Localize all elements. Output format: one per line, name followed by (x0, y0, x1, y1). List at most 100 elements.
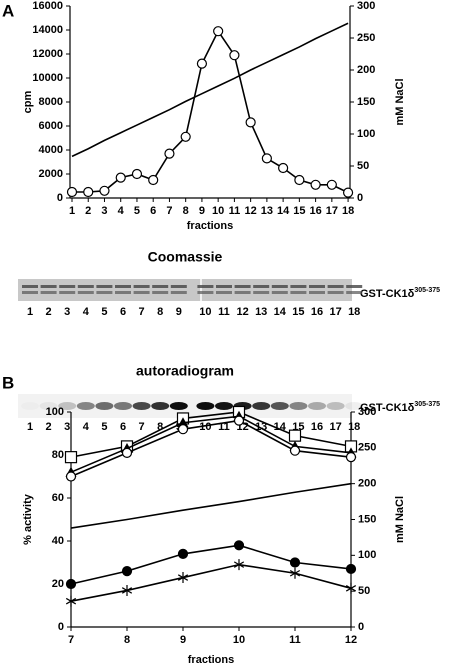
gel-band (216, 291, 232, 294)
protein: GST-CK1δ (360, 402, 415, 414)
panel-label: A (2, 1, 14, 20)
data-point (177, 424, 189, 435)
y-tick-label: 12000 (32, 48, 63, 60)
y-tick-label: 0 (57, 192, 63, 204)
gel-band (290, 291, 307, 294)
gel-band (96, 285, 113, 288)
gel-band (115, 285, 131, 288)
gel-band (271, 285, 288, 288)
y2-axis-title: mM NaCl (394, 78, 406, 125)
data-point (121, 447, 133, 458)
gel-band (270, 402, 289, 410)
y2-tick-label: 200 (357, 64, 375, 76)
lane-label: 6 (120, 421, 126, 433)
y2-tick-label: 50 (357, 160, 369, 172)
gel-title: Coomassie (148, 249, 223, 265)
x-tick-label: 10 (233, 634, 245, 646)
data-point (177, 417, 189, 428)
x-tick-label: 11 (289, 634, 301, 646)
gel-protein-label: GST-CK1δ305-375 (360, 287, 440, 300)
x-tick-label: 13 (261, 205, 273, 217)
gel-band (96, 291, 113, 294)
y-tick-label: 10000 (32, 72, 63, 84)
lane-label: 7 (139, 421, 145, 433)
lane-label: 11 (218, 306, 230, 318)
data-point (196, 58, 208, 69)
x-tick-label: 4 (118, 205, 125, 217)
lane-label: 16 (311, 421, 323, 433)
gel-band (114, 402, 132, 410)
gel-band (58, 402, 77, 410)
y-tick-label: 16000 (32, 0, 63, 12)
y-tick-label: 40 (52, 535, 64, 547)
y-tick-label: 2000 (39, 168, 63, 180)
lane-label: 18 (348, 306, 360, 318)
lane-label: 12 (236, 306, 248, 318)
y-tick-label: 0 (58, 621, 64, 633)
lane-label: 14 (274, 306, 287, 318)
data-point (131, 168, 143, 180)
lane-label: 3 (64, 306, 70, 318)
x-tick-label: 8 (124, 634, 130, 646)
series-line (70, 482, 352, 529)
lane-label: 5 (101, 421, 107, 433)
lane-label: 15 (292, 306, 304, 318)
gel-band (234, 291, 251, 294)
gel-band (327, 291, 344, 294)
x-tick-label: 7 (166, 205, 172, 217)
y2-tick-label: 100 (358, 549, 376, 561)
lane-label: 16 (311, 306, 323, 318)
gel-band (290, 285, 307, 288)
y2-tick-label: 100 (357, 128, 375, 140)
data-point (121, 565, 133, 577)
x-tick-label: 15 (293, 205, 305, 217)
gel-band (22, 285, 38, 288)
lane-label: 1 (27, 306, 33, 318)
lane-label: 3 (64, 421, 70, 433)
gel-band (345, 402, 364, 410)
data-point (180, 131, 191, 142)
gel-band (327, 285, 344, 288)
gel-band (152, 291, 169, 294)
x-tick-label: 8 (183, 205, 189, 217)
data-point (213, 26, 224, 37)
y-tick-label: 4000 (39, 144, 63, 156)
y-tick-label: 14000 (32, 24, 63, 36)
data-point (83, 186, 94, 198)
gel-band (215, 402, 233, 410)
gel-band (196, 402, 215, 410)
gel-band (59, 291, 76, 294)
data-point (278, 162, 289, 174)
gel-band (253, 291, 270, 294)
data-point (261, 153, 272, 164)
gel-band (40, 285, 57, 288)
data-point (345, 563, 357, 575)
series-line (70, 415, 352, 473)
series-line (70, 563, 352, 602)
gel-band (309, 285, 325, 288)
gel-band (216, 285, 232, 288)
gel-band (170, 285, 187, 288)
lane-label: 9 (176, 306, 182, 318)
y2-tick-label: 250 (358, 442, 376, 454)
data-point (342, 187, 354, 198)
x-tick-label: 5 (134, 205, 140, 217)
lane-label: 6 (120, 306, 126, 318)
gel-band (152, 285, 169, 288)
y-tick-label: 100 (46, 406, 64, 418)
gel-band (309, 291, 325, 294)
gel-band (133, 285, 150, 288)
gel-band (197, 291, 214, 294)
x-tick-label: 16 (309, 205, 321, 217)
gel-band (40, 291, 57, 294)
protein-superscript: 305-375 (414, 287, 440, 294)
lane-label: 4 (83, 306, 90, 318)
x-tick-label: 2 (85, 205, 91, 217)
data-point (289, 567, 301, 579)
gel-band (132, 402, 151, 410)
lane-label: 8 (157, 306, 163, 318)
gel-band (95, 402, 114, 410)
y-tick-label: 20 (52, 578, 64, 590)
data-point (121, 584, 133, 596)
gel-band (252, 402, 271, 410)
